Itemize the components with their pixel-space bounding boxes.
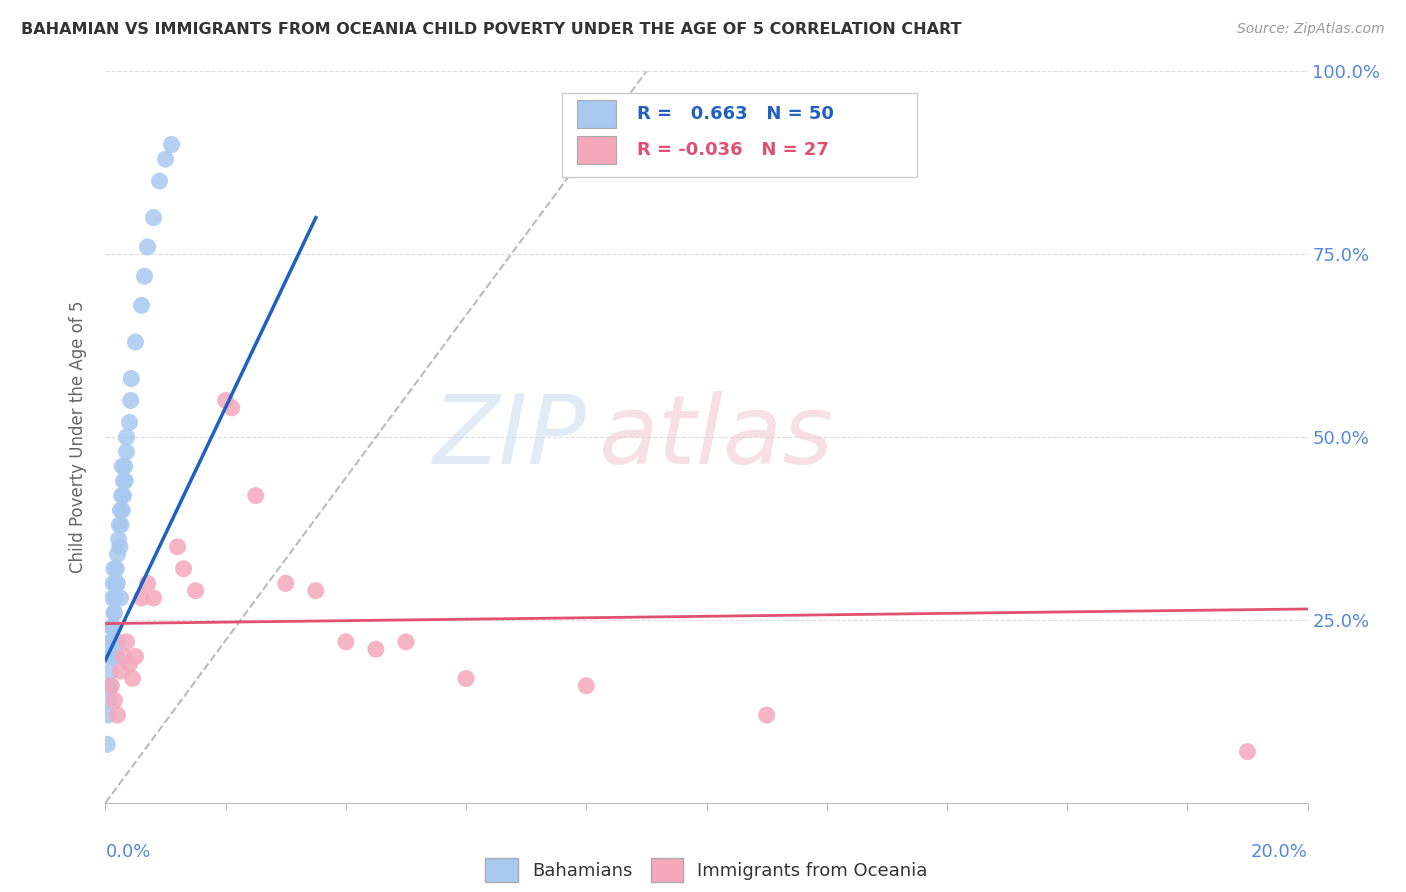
Point [100, 620, 122, 634]
Point [101, 635, 124, 649]
Text: R =   0.663   N = 50: R = 0.663 N = 50 [637, 104, 834, 123]
Point [100, 649, 122, 664]
Point [110, 664, 132, 678]
Point [103, 576, 125, 591]
Text: 20.0%: 20.0% [1251, 843, 1308, 861]
Point [115, 430, 138, 444]
FancyBboxPatch shape [576, 136, 616, 164]
Point [103, 606, 125, 620]
Point [115, 444, 138, 458]
Point [107, 576, 129, 591]
Point [98, 649, 121, 664]
Y-axis label: Child Poverty Under the Age of 5: Child Poverty Under the Age of 5 [69, 301, 87, 574]
Point [98, 693, 121, 707]
Point [104, 591, 127, 605]
Point [136, 240, 159, 254]
Point [107, 533, 129, 547]
Point [364, 642, 387, 657]
Point [305, 583, 328, 598]
Point [108, 517, 131, 532]
Text: Source: ZipAtlas.com: Source: ZipAtlas.com [1237, 22, 1385, 37]
Point [112, 489, 135, 503]
Point [221, 401, 243, 415]
Point [98, 635, 121, 649]
Point [115, 635, 138, 649]
Text: R = -0.036   N = 27: R = -0.036 N = 27 [637, 141, 828, 160]
Point [101, 591, 124, 605]
Point [118, 657, 141, 671]
Point [111, 503, 134, 517]
Point [112, 649, 135, 664]
Point [142, 591, 165, 605]
Point [166, 540, 188, 554]
Point [274, 576, 297, 591]
FancyBboxPatch shape [576, 100, 616, 128]
Point [120, 371, 142, 385]
Point [134, 269, 156, 284]
Point [575, 679, 598, 693]
Point [136, 576, 159, 591]
Point [114, 474, 136, 488]
Point [100, 679, 122, 693]
Point [131, 298, 153, 312]
Point [395, 635, 418, 649]
Point [103, 562, 125, 576]
Point [96, 737, 118, 751]
Point [124, 334, 146, 349]
Point [110, 503, 132, 517]
Point [110, 517, 132, 532]
Point [245, 489, 267, 503]
Point [111, 489, 134, 503]
Point [98, 679, 121, 693]
Point [103, 620, 125, 634]
Point [454, 672, 477, 686]
Text: BAHAMIAN VS IMMIGRANTS FROM OCEANIA CHILD POVERTY UNDER THE AGE OF 5 CORRELATION: BAHAMIAN VS IMMIGRANTS FROM OCEANIA CHIL… [21, 22, 962, 37]
Point [121, 672, 143, 686]
Point [105, 562, 128, 576]
Point [148, 174, 170, 188]
Point [120, 393, 142, 408]
Point [173, 562, 195, 576]
Point [107, 547, 129, 561]
Point [112, 474, 135, 488]
Point [100, 664, 122, 678]
Point [1236, 745, 1258, 759]
Point [111, 459, 134, 474]
Point [98, 679, 121, 693]
Point [335, 635, 357, 649]
Point [142, 211, 165, 225]
Point [105, 649, 128, 664]
Point [124, 649, 146, 664]
Point [103, 606, 125, 620]
Point [755, 708, 778, 723]
Text: atlas: atlas [599, 391, 834, 483]
Point [114, 459, 136, 474]
Legend: Bahamians, Immigrants from Oceania: Bahamians, Immigrants from Oceania [478, 851, 935, 888]
Point [107, 708, 129, 723]
Point [104, 576, 127, 591]
Point [131, 591, 153, 605]
Point [214, 393, 236, 408]
Point [110, 591, 132, 605]
Point [155, 152, 177, 166]
Point [97, 708, 120, 723]
Point [103, 693, 125, 707]
Point [118, 416, 141, 430]
Point [107, 635, 129, 649]
Point [160, 137, 183, 152]
Point [184, 583, 207, 598]
FancyBboxPatch shape [562, 94, 917, 178]
Point [108, 540, 131, 554]
Text: ZIP: ZIP [433, 391, 586, 483]
Text: 0.0%: 0.0% [105, 843, 150, 861]
